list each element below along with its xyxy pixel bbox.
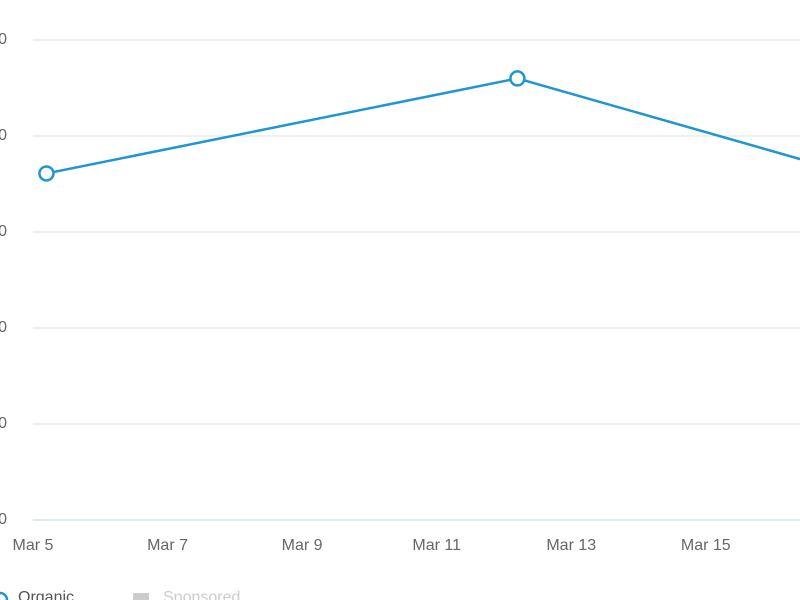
y-tick-label: 0: [0, 511, 7, 528]
y-tick-label: 50: [0, 31, 7, 48]
y-tick-label: 20: [0, 319, 7, 336]
legend-item[interactable]: Organic: [0, 589, 74, 600]
x-tick-label: Mar 15: [681, 537, 731, 554]
legend-label: Organic: [18, 589, 74, 600]
x-tick-label: Mar 9: [282, 537, 323, 554]
data-point: [509, 70, 526, 87]
y-tick-label: 40: [0, 127, 7, 144]
x-tick-label: Mar 13: [546, 537, 596, 554]
series-line: [46, 77, 800, 175]
x-tick-label: Mar 11: [412, 537, 461, 554]
legend-icon: [0, 591, 9, 600]
legend-label: Sponsored: [163, 589, 240, 600]
data-point: [38, 165, 55, 182]
legend-item[interactable]: Sponsored: [133, 589, 240, 600]
y-tick-label: 10: [0, 415, 7, 432]
y-tick-label: 30: [0, 223, 7, 240]
x-tick-label: Mar 7: [147, 537, 188, 554]
legend-icon: [133, 593, 149, 600]
x-tick-label: Mar 5: [13, 537, 54, 554]
